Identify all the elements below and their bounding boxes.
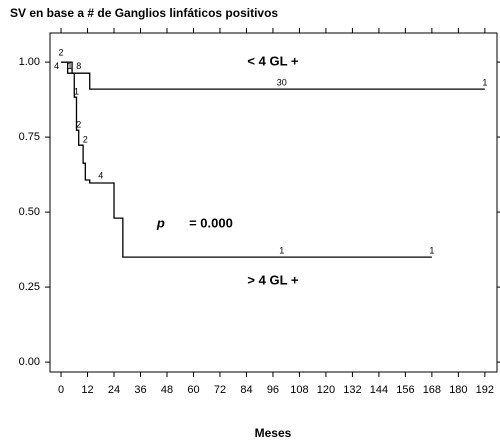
x-tick-label: 36 bbox=[134, 384, 146, 396]
annotation: < 4 GL + bbox=[247, 54, 298, 69]
x-tick-label: 72 bbox=[214, 384, 226, 396]
x-tick-label: 144 bbox=[370, 384, 388, 396]
x-tick-label: 0 bbox=[58, 384, 64, 396]
x-tick-label: 48 bbox=[161, 384, 173, 396]
annotation: 1 bbox=[482, 77, 487, 87]
x-tick-label: 156 bbox=[396, 384, 414, 396]
annotation: > 4 GL + bbox=[247, 273, 298, 288]
annotation: 1 bbox=[74, 86, 79, 96]
y-tick-label: 0.75 bbox=[19, 131, 40, 143]
plot-frame bbox=[49, 32, 498, 373]
x-tick-label: 108 bbox=[290, 384, 308, 396]
annotation: 30 bbox=[277, 77, 287, 87]
annotation: 1 bbox=[429, 245, 434, 255]
y-tick-label: 1.00 bbox=[19, 56, 40, 68]
annotation: 4 bbox=[54, 61, 59, 71]
x-tick-label: 96 bbox=[267, 384, 279, 396]
x-tick-label: 132 bbox=[343, 384, 361, 396]
x-tick-label: 12 bbox=[81, 384, 93, 396]
annotation: = 0.000 bbox=[189, 216, 233, 231]
x-tick-label: 192 bbox=[476, 384, 494, 396]
y-tick-label: 0.00 bbox=[19, 356, 40, 368]
x-tick-label: 168 bbox=[423, 384, 441, 396]
chart-title: SV en base a # de Ganglios linfáticos po… bbox=[10, 6, 278, 20]
y-tick-label: 0.25 bbox=[19, 281, 40, 293]
annotation: 1 bbox=[67, 61, 72, 71]
annotation: 2 bbox=[83, 134, 88, 144]
annotation: 8 bbox=[76, 61, 81, 71]
x-tick-label: 120 bbox=[317, 384, 335, 396]
annotation: 2 bbox=[59, 47, 64, 57]
annotation: 2 bbox=[76, 119, 81, 129]
x-tick-label: 24 bbox=[108, 384, 120, 396]
x-axis-label: Meses bbox=[255, 426, 292, 440]
y-tick-label: 0.50 bbox=[19, 206, 40, 218]
annotation: 4 bbox=[98, 170, 103, 180]
annotation: p bbox=[156, 216, 165, 231]
x-tick-label: 60 bbox=[187, 384, 199, 396]
survival-curve bbox=[61, 61, 432, 258]
x-tick-label: 180 bbox=[449, 384, 467, 396]
annotation: 1 bbox=[279, 245, 284, 255]
x-tick-label: 84 bbox=[240, 384, 252, 396]
